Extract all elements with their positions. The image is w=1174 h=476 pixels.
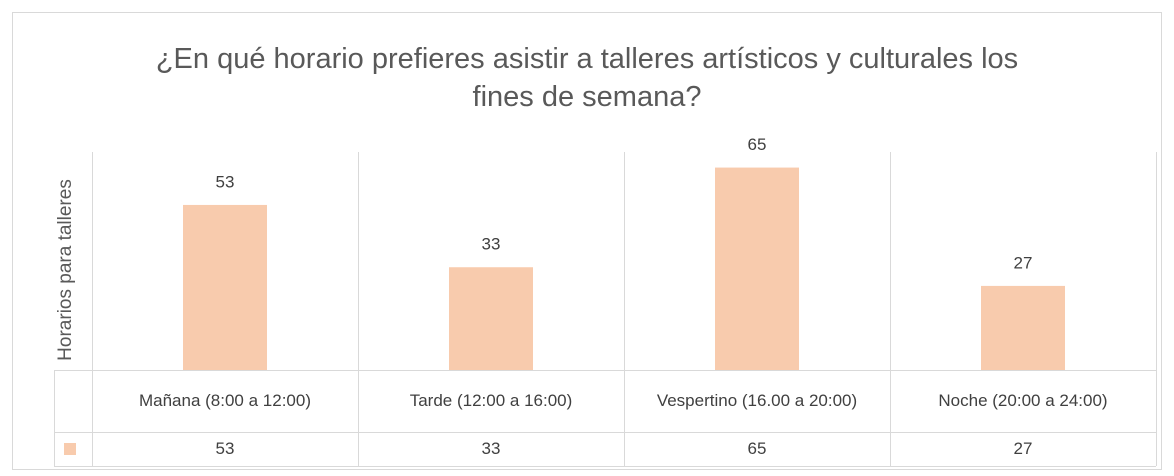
data-label: 53 [216, 172, 235, 191]
table-value: 53 [215, 439, 235, 459]
data-label: 65 [748, 135, 767, 154]
bar [981, 285, 1065, 370]
category-label: Tarde (12:00 a 16:00) [409, 391, 573, 411]
category-label: Mañana (8:00 a 12:00) [138, 391, 311, 411]
legend-key [64, 443, 76, 455]
category-label: Noche (20:00 a 24:00) [938, 391, 1108, 411]
table-value: 65 [747, 439, 767, 459]
category-label-box: Noche (20:00 a 24:00) [938, 391, 1108, 411]
chart-title: ¿En qué horario prefieres asistir a tall… [155, 43, 1019, 113]
data-label: 33 [482, 235, 501, 254]
table-value-box: 33 [481, 439, 501, 459]
category-label-box: Tarde (12:00 a 16:00) [409, 391, 573, 411]
table-value-box: 27 [1013, 439, 1033, 459]
category-label-box: Mañana (8:00 a 12:00) [138, 391, 311, 411]
bar [449, 267, 533, 370]
y-axis-label: Horarios para talleres [55, 179, 76, 361]
category-label: Vespertino (16.00 a 20:00) [656, 391, 858, 411]
bar [715, 167, 799, 370]
title-box: ¿En qué horario prefieres asistir a tall… [155, 43, 1019, 113]
data-label: 27 [1014, 253, 1033, 272]
table-value: 27 [1013, 439, 1033, 459]
table-value-box: 65 [747, 439, 767, 459]
table-value: 33 [481, 439, 501, 459]
category-label-box: Vespertino (16.00 a 20:00) [656, 391, 858, 411]
table-value-box: 53 [215, 439, 235, 459]
bar [183, 204, 267, 370]
